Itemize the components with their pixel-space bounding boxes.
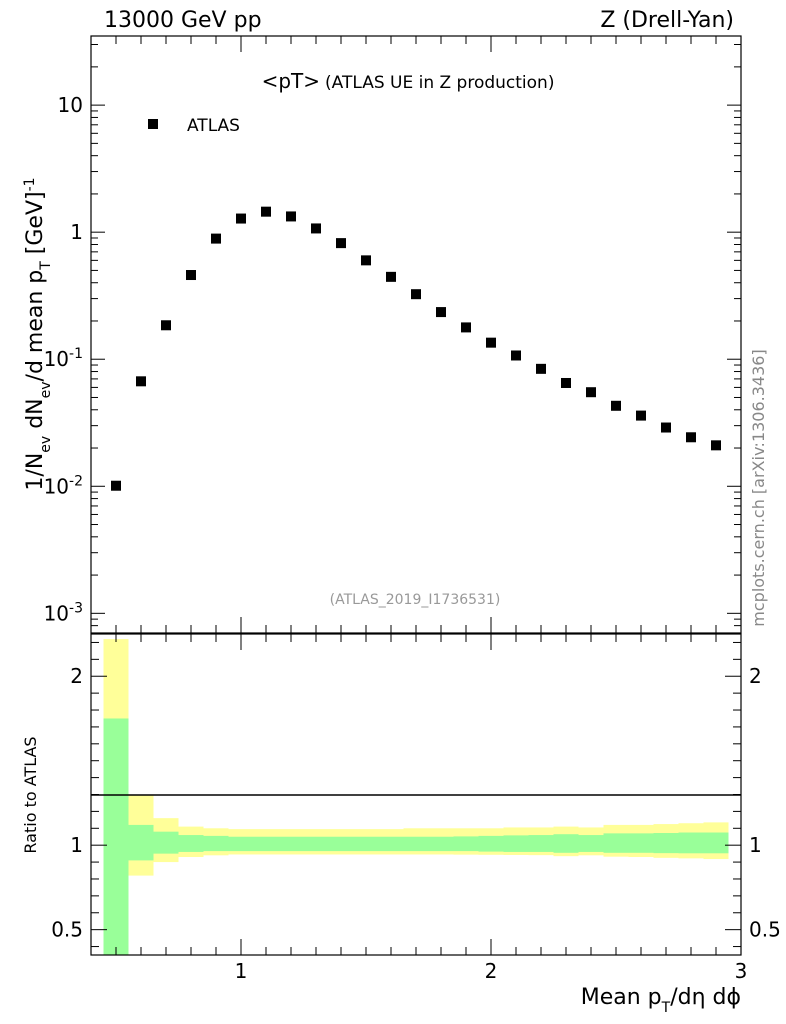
uncertainty-band-bin [428,836,454,852]
uncertainty-band-bin [253,836,279,852]
uncertainty-band-bin [603,833,629,853]
y-tick-label: 1 [70,220,83,244]
data-point [186,270,196,281]
ratio-plot-panel: 1 2 30.5 0.51 12 2 [51,633,781,983]
data-point [611,400,621,411]
main-plot-frame [90,35,742,634]
main-plot-markers [111,206,721,491]
uncertainty-band-bin [553,834,579,853]
data-point [336,238,346,249]
uncertainty-band-bin [503,835,529,852]
data-point [461,322,471,333]
ratio-y-tick-label-left: 1 [70,833,83,857]
data-point [261,206,271,217]
y-tick-label: 10-2 [44,473,83,498]
data-point [386,271,396,282]
main-plot-subtitle: (ATLAS UE in Z production) [325,73,554,93]
header-left-label: 13000 GeV pp [104,8,262,33]
uncertainty-band-bin [203,835,229,852]
data-point [111,480,121,491]
ratio-y-tick-label-right: 0.5 [749,918,781,942]
uncertainty-band-bin [228,836,254,852]
ratio-y-tick-label-right: 1 [749,833,762,857]
uncertainty-band-bin [153,831,179,854]
x-tick-label: 1 [235,959,248,983]
data-point [286,211,296,222]
y-tick-label: 10-1 [44,346,83,371]
data-point [161,320,171,331]
ratio-y-tick-label-left: 2 [70,664,83,688]
data-point [436,307,446,318]
main-plot-ticks: 10-3 10-2 10-1 1 10 [44,36,742,634]
ratio-plot-frame [90,633,742,956]
main-plot-title: <pT> [262,69,320,93]
uncertainty-band-bin [653,833,679,854]
uncertainty-band-bin [453,836,479,852]
data-point [586,387,596,398]
data-point [561,377,571,388]
y-tick-label: 10-3 [44,600,83,625]
uncertainty-band-bin [303,836,329,852]
analysis-id-label: (ATLAS_2019_I1736531) [330,592,501,608]
ratio-bands [103,639,729,955]
data-point [536,363,546,374]
uncertainty-band-bin [328,836,354,852]
main-plot-panel: 10-3 10-2 10-1 1 10 <pT> (ATLAS UE in Z prod… [44,35,742,634]
uncertainty-band-bin [403,836,429,852]
uncertainty-band-bin [478,835,504,852]
data-point [686,432,696,443]
x-tick-label: 2 [485,959,498,983]
data-point [661,422,671,433]
uncertainty-band-bin [128,824,154,861]
ratio-y-axis-title: Ratio to ATLAS [21,736,40,853]
main-y-axis-title: 1/Nev dNev/d mean pT [GeV]-1 [22,177,54,490]
ratio-plot-ticks: 1 2 30.5 0.51 12 2 [51,634,781,983]
uncertainty-band-bin [703,832,729,854]
data-point [511,350,521,361]
data-point [411,289,421,300]
uncertainty-band-bin [353,836,379,852]
ratio-y-tick-label-left: 0.5 [51,918,83,942]
x-axis-title: Mean pT/dη dϕ [581,985,741,1016]
y-tick-label: 10 [58,93,83,117]
uncertainty-band-bin [528,835,554,852]
data-point [236,213,246,224]
data-point [486,337,496,348]
legend-label: ATLAS [187,116,240,136]
data-point [361,255,371,266]
data-point [711,440,721,451]
ratio-y-tick-label-right: 2 [749,664,762,688]
uncertainty-band-bin [578,835,604,852]
uncertainty-band-bin [628,833,654,853]
data-point [211,233,221,244]
uncertainty-band-bin [378,836,404,852]
uncertainty-band-bin [178,835,204,852]
data-point [136,376,146,387]
data-point [311,223,321,234]
watermark-label: mcplots.cern.ch [arXiv:1306.3436] [749,349,768,626]
uncertainty-band-bin [678,832,704,854]
uncertainty-band-bin [278,836,304,852]
data-point [636,410,646,421]
legend-marker [148,119,158,129]
x-tick-label: 3 [735,959,748,983]
uncertainty-band-bin [103,718,129,955]
header-right-label: Z (Drell-Yan) [600,8,734,33]
